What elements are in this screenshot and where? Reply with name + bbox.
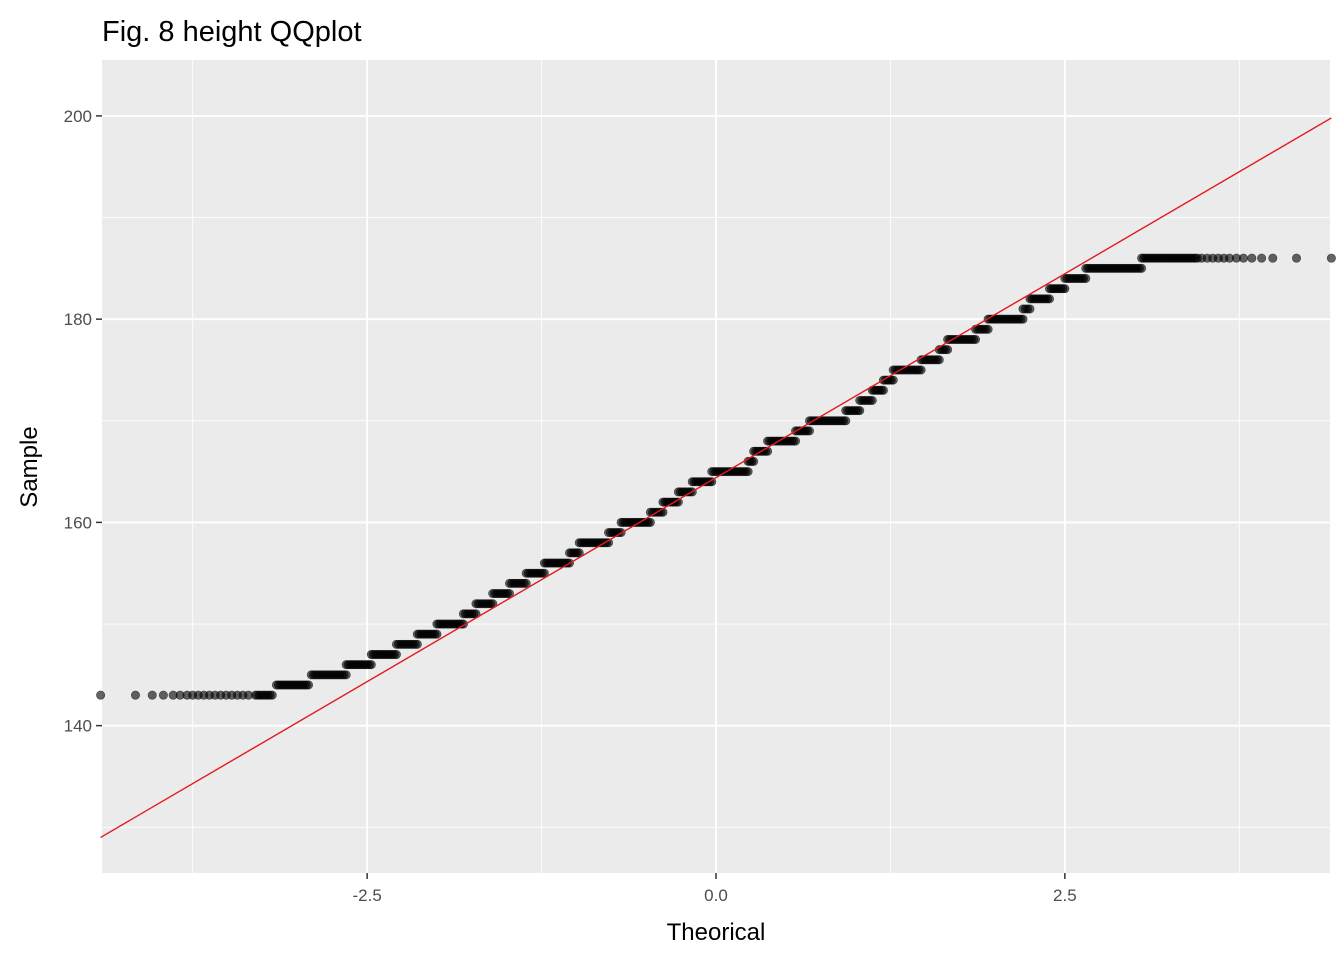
- major-gridlines: [102, 60, 1330, 873]
- sample-point: [943, 345, 953, 355]
- sample-point: [412, 639, 422, 649]
- sample-point: [130, 690, 140, 700]
- sample-point: [1268, 253, 1278, 263]
- y-tick-label: 140: [64, 717, 92, 736]
- qq-reference-line: [100, 117, 1332, 839]
- sample-point: [1018, 314, 1028, 324]
- sample-point: [366, 660, 376, 670]
- y-tick-label: 160: [64, 513, 92, 532]
- sample-point: [432, 629, 442, 639]
- sample-point: [521, 578, 531, 588]
- x-tick-label: 2.5: [1053, 886, 1077, 905]
- sample-point: [804, 426, 814, 436]
- sample-point: [841, 416, 851, 426]
- sample-point: [267, 690, 277, 700]
- x-axis-ticks: -2.5 0.0 2.5: [352, 873, 1077, 905]
- sample-point: [743, 467, 753, 477]
- sample-point: [888, 375, 898, 385]
- reference-line-group: [100, 117, 1332, 839]
- sample-point: [791, 436, 801, 446]
- sample-point: [1081, 273, 1091, 283]
- sample-point: [341, 670, 351, 680]
- y-axis-ticks: 140 160 180 200: [64, 107, 102, 736]
- x-tick-label: -2.5: [352, 886, 381, 905]
- sample-point: [1292, 253, 1302, 263]
- sample-point: [96, 690, 106, 700]
- sample-point: [304, 680, 314, 690]
- sample-point: [934, 355, 944, 365]
- sample-point: [158, 690, 168, 700]
- sample-point: [1238, 253, 1248, 263]
- sample-point: [391, 650, 401, 660]
- sample-point: [645, 517, 655, 527]
- x-tick-label: 0.0: [704, 886, 728, 905]
- sample-point: [878, 385, 888, 395]
- sample-point: [916, 365, 926, 375]
- sample-point: [763, 446, 773, 456]
- sample-point: [1257, 253, 1267, 263]
- sample-point: [867, 395, 877, 405]
- sample-point: [983, 324, 993, 334]
- sample-point: [1247, 253, 1257, 263]
- chart-title: Fig. 8 height QQplot: [102, 16, 362, 48]
- sample-point: [749, 456, 759, 466]
- sample-point: [1137, 263, 1147, 273]
- sample-point: [1045, 294, 1055, 304]
- sample-point: [1060, 284, 1070, 294]
- sample-point: [1025, 304, 1035, 314]
- sample-point: [244, 690, 254, 700]
- y-axis-title: Sample: [16, 426, 43, 507]
- sample-point: [855, 406, 865, 416]
- sample-point: [1326, 253, 1336, 263]
- x-axis-title: Theorical: [667, 919, 766, 946]
- y-tick-label: 180: [64, 310, 92, 329]
- y-tick-label: 200: [64, 107, 92, 126]
- sample-point: [971, 334, 981, 344]
- sample-point: [147, 690, 157, 700]
